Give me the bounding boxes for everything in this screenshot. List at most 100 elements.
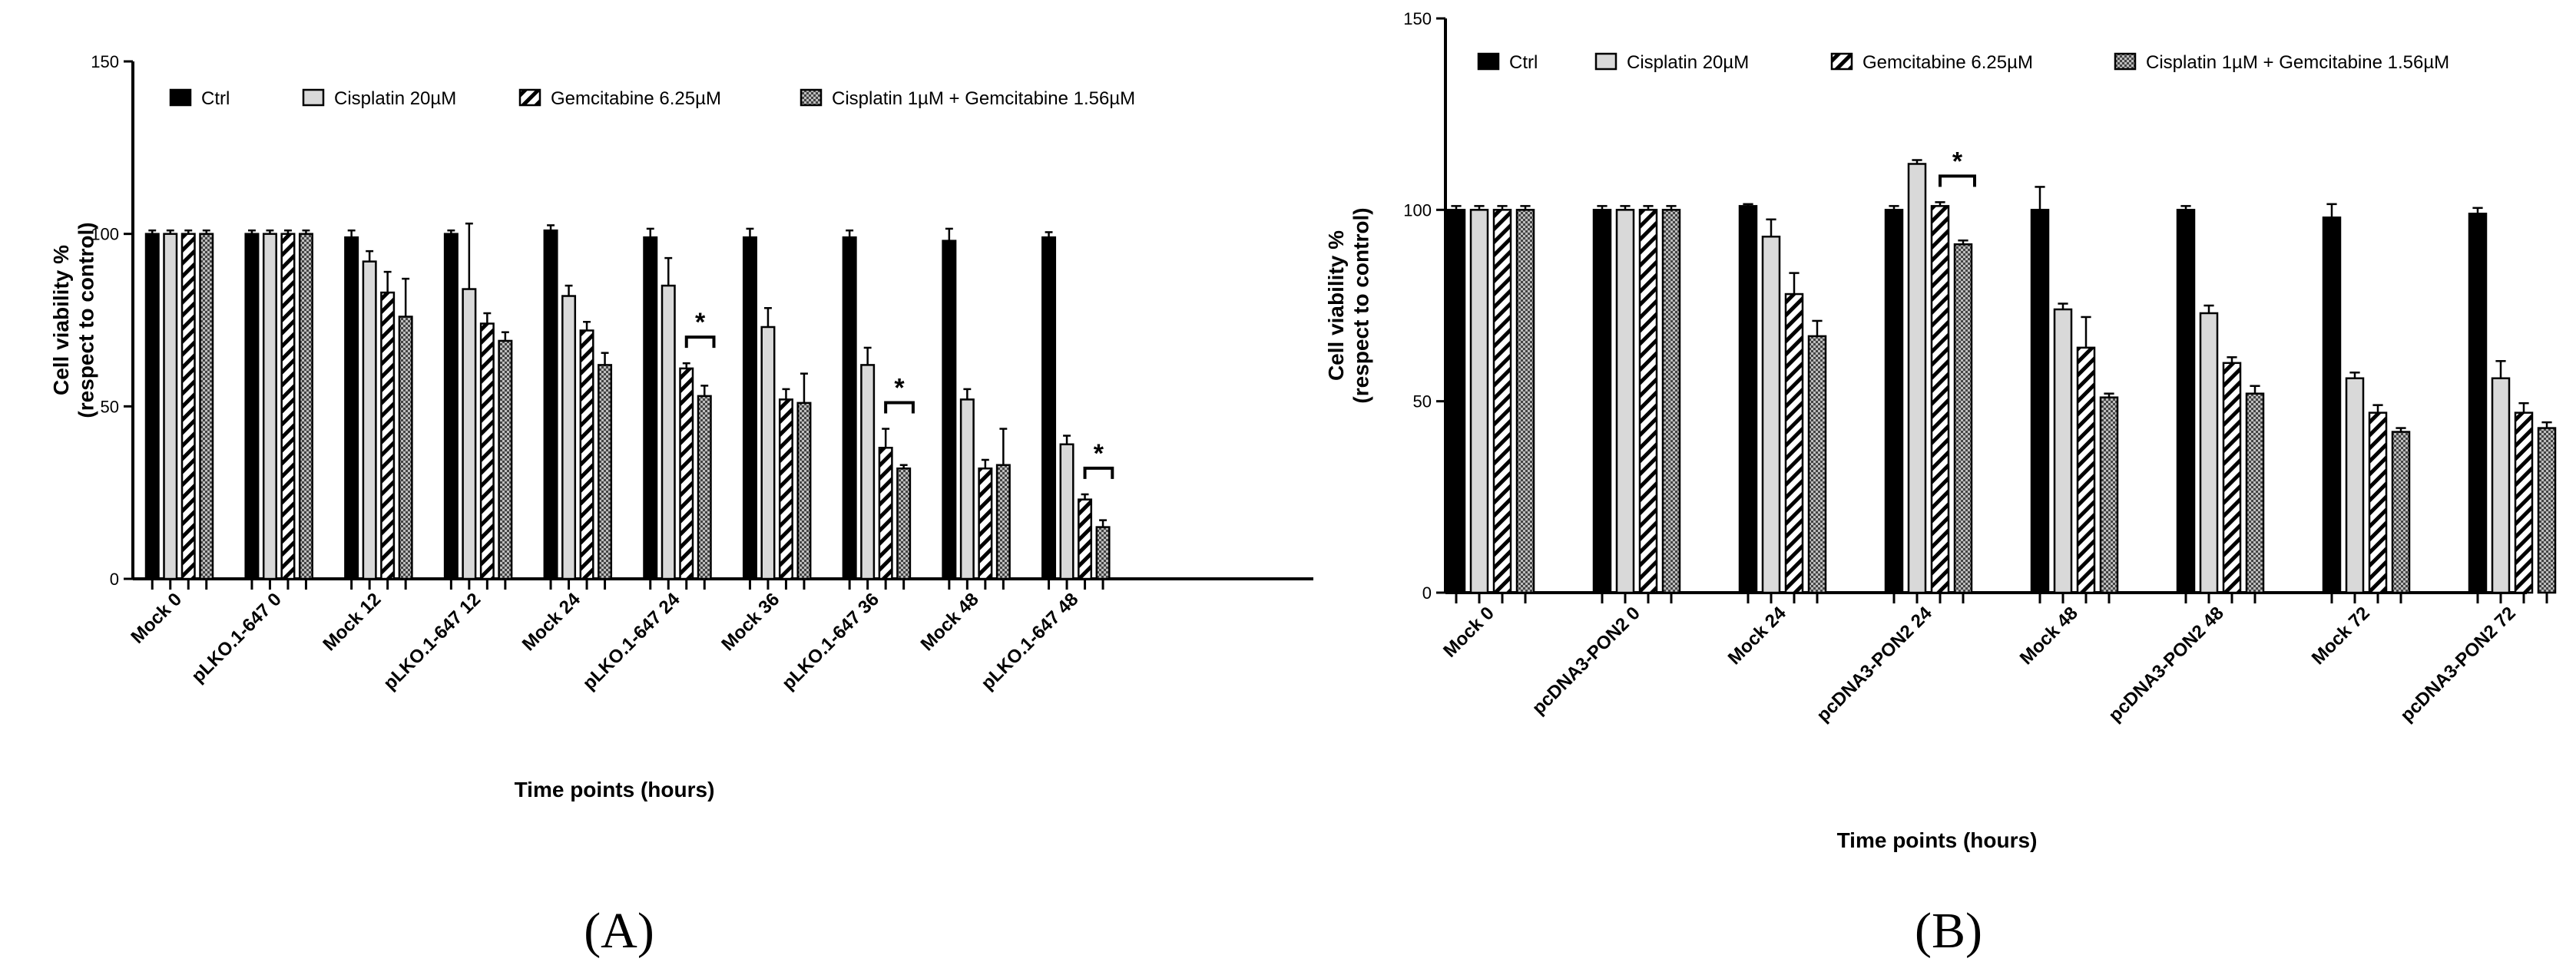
chart-panel-b: 0 50 100 150 Cell viability %(respect to con… (1324, 9, 2557, 959)
bar-cisplatin (1059, 443, 1074, 580)
x-axis-title: Time points (hours) (515, 778, 715, 801)
legend-label: Cisplatin 1µM + Gemcitabine 1.56µM (2146, 52, 2449, 73)
x-tick-label: Mock 48 (2016, 603, 2082, 669)
x-axis-title: Time points (hours) (1837, 828, 2038, 852)
x-tick-label: pcDNA3-PON2 0 (1528, 603, 1644, 719)
bar-gemcitabine (679, 367, 694, 580)
y-tick-label: 150 (91, 52, 119, 71)
bar-cisplatin (2199, 312, 2219, 594)
bar-cisplatin (1761, 235, 1781, 594)
bar-ctrl (1738, 205, 1758, 594)
bar-combo (2245, 392, 2265, 594)
bar-gemcitabine (1638, 209, 1658, 594)
legend-swatch-ctrl (169, 88, 192, 107)
bar-cisplatin (163, 233, 178, 580)
y-axis-title: Cell viability %(respect to control) (1324, 207, 1372, 403)
y-tick-label: 100 (91, 225, 119, 244)
bar-ctrl (842, 236, 857, 580)
bar-ctrl (244, 233, 260, 580)
bar-gemcitabine (1078, 498, 1093, 580)
bar-combo (199, 233, 214, 580)
bar-cisplatin (760, 326, 776, 580)
significance-bracket (684, 335, 716, 349)
bar-combo (398, 316, 413, 580)
x-tick-label: Mock 24 (518, 589, 585, 656)
legend-label: Ctrl (201, 88, 230, 109)
y-axis-title-line: Cell viability % (49, 245, 73, 395)
legend-swatch-cisplatin (1594, 52, 1617, 71)
bar-ctrl (2030, 209, 2050, 594)
x-tick-label: Mock 0 (1439, 603, 1498, 662)
bar-gemcitabine (380, 291, 396, 580)
chart-panel-a: 0 50 100 150 Cell viability %(respect to con… (49, 52, 1313, 959)
y-axis-title-line: Cell viability % (1324, 230, 1348, 381)
bar-gemcitabine (2222, 362, 2242, 594)
bar-cisplatin (262, 233, 277, 580)
bar-gemcitabine (2514, 411, 2534, 594)
x-tick-label: Mock 0 (127, 589, 186, 648)
significance-star: * (1952, 147, 1963, 176)
legend-swatch-gemcitabine (1830, 52, 1853, 71)
x-tick-label: Mock 48 (917, 589, 983, 655)
significance-star: * (894, 374, 905, 403)
bar-ctrl (344, 236, 359, 580)
bar-combo (995, 464, 1011, 580)
bar-combo (2537, 427, 2557, 594)
bar-gemcitabine (878, 447, 893, 580)
significance-bracket (1083, 466, 1114, 479)
y-tick-label: 0 (110, 570, 119, 589)
legend-label: Cisplatin 20µM (334, 88, 456, 109)
bar-combo (598, 364, 613, 580)
bar-cisplatin (462, 288, 477, 580)
bar-gemcitabine (778, 398, 793, 580)
y-tick-label: 50 (101, 397, 119, 416)
bar-combo (1661, 209, 1681, 594)
y-axis-title: Cell viability %(respect to control) (49, 222, 98, 418)
x-tick-label: Mock 24 (1724, 603, 1791, 669)
bar-gemcitabine (180, 233, 196, 580)
bar-gemcitabine (579, 329, 594, 580)
bar-ctrl (643, 236, 658, 580)
bar-ctrl (443, 233, 459, 580)
bar-combo (896, 467, 912, 580)
bar-gemcitabine (280, 233, 296, 580)
x-tick-label: Mock 72 (2308, 603, 2374, 669)
x-tick-label: pLKO.1-647 36 (778, 589, 883, 694)
bar-combo (1515, 209, 1535, 594)
bar-ctrl (1446, 209, 1466, 594)
bar-combo (2391, 431, 2411, 594)
panel-label: (A) (584, 903, 654, 959)
bar-gemcitabine (1492, 209, 1512, 594)
bar-ctrl (742, 236, 757, 580)
y-axis-title-line: (respect to control) (1349, 207, 1372, 403)
bar-combo (1953, 243, 1973, 594)
x-tick-label: Mock 36 (717, 589, 783, 655)
bar-ctrl (144, 233, 160, 580)
bar-gemcitabine (978, 467, 993, 580)
x-tick-label: pcDNA3-PON2 24 (1813, 603, 1936, 726)
bar-ctrl (2322, 216, 2342, 594)
legend-label: Cisplatin 20µM (1627, 52, 1749, 73)
y-tick-label: 150 (1403, 9, 1432, 28)
legend-label: Ctrl (1509, 52, 1538, 73)
x-tick-label: Mock 12 (319, 589, 385, 655)
bar-combo (498, 339, 513, 580)
legend-swatch-combo (2114, 52, 2137, 71)
bar-cisplatin (2345, 377, 2365, 594)
bar-cisplatin (1469, 209, 1489, 594)
bar-gemcitabine (2368, 411, 2388, 594)
bar-combo (298, 233, 313, 580)
legend-label: Gemcitabine 6.25µM (551, 88, 721, 109)
x-tick-label: pLKO.1-647 0 (187, 589, 286, 687)
bar-cisplatin (362, 260, 377, 580)
significance-star: * (1094, 439, 1104, 468)
significance-bracket (884, 401, 915, 414)
bar-cisplatin (1907, 163, 1927, 594)
significance-bracket (1939, 174, 1976, 187)
significance-star: * (695, 308, 706, 337)
bar-cisplatin (561, 295, 577, 580)
bar-gemcitabine (1930, 205, 1950, 594)
legend-swatch-gemcitabine (518, 88, 541, 107)
bar-cisplatin (661, 284, 676, 580)
